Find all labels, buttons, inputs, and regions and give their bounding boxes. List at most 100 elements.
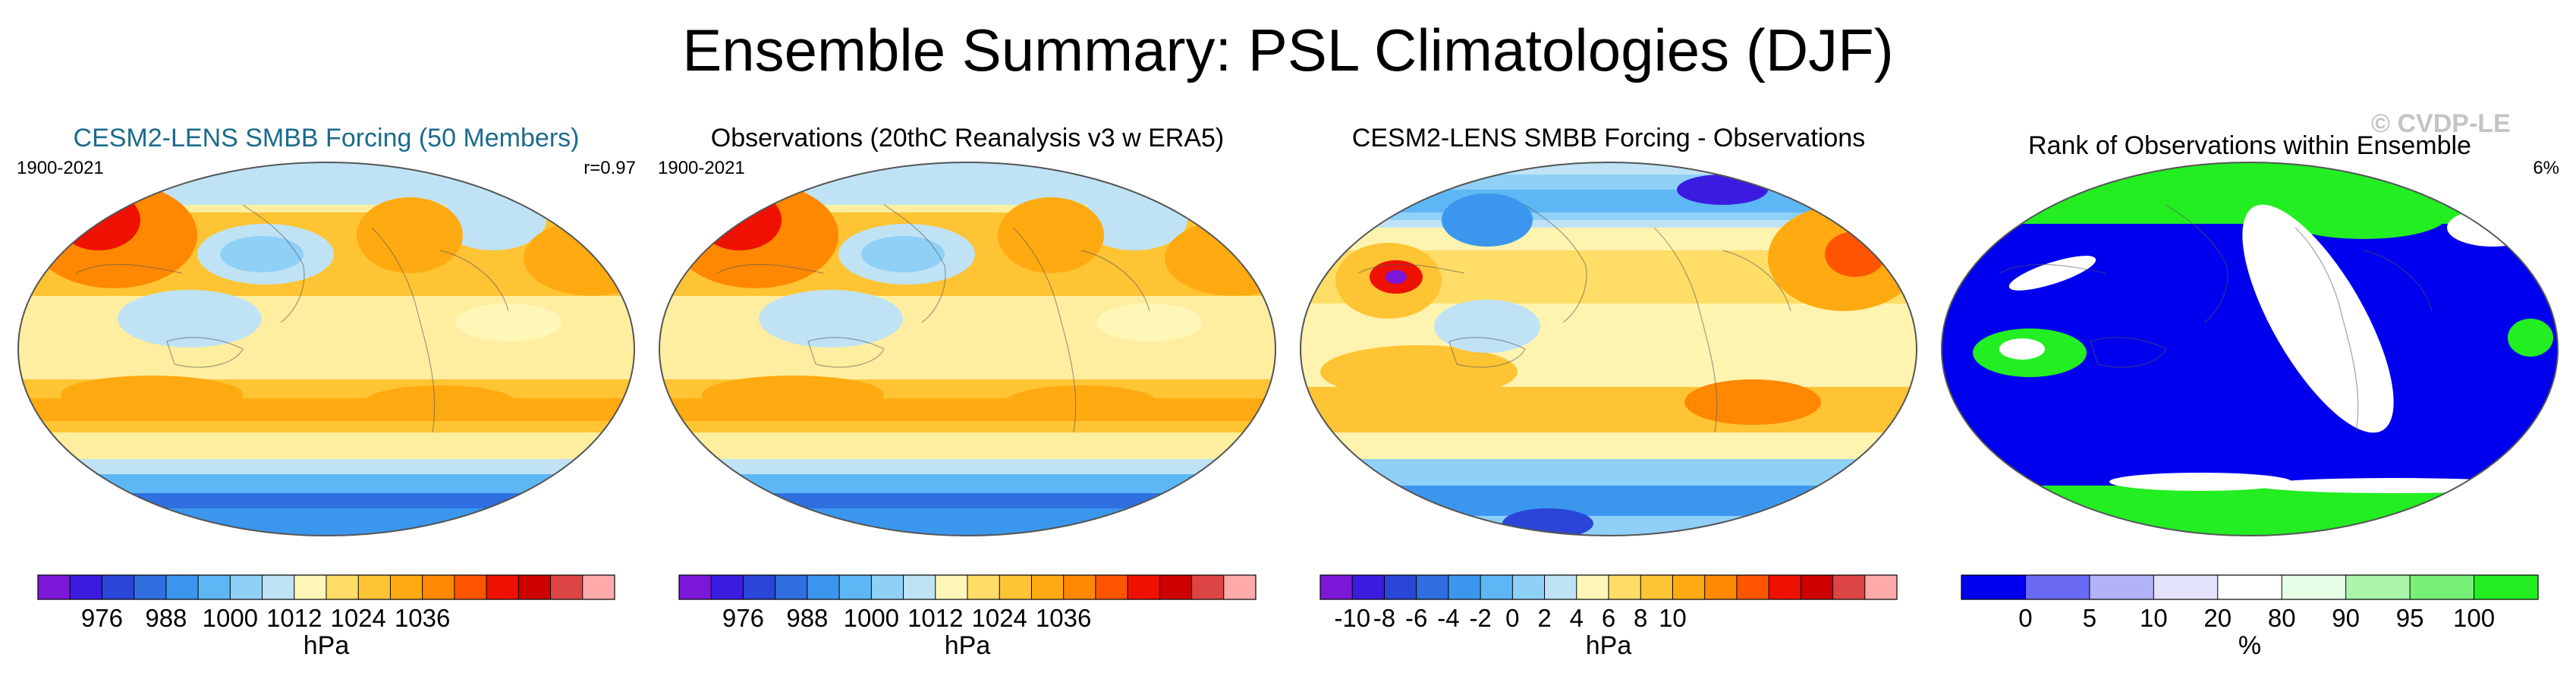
colorbar-swatch [679, 575, 712, 599]
colorbar-swatch [1769, 575, 1801, 599]
colorbar-swatch [839, 575, 872, 599]
colorbar-tick-label: 1036 [395, 604, 450, 632]
colorbar-swatch [230, 575, 263, 599]
colorbar-swatch [1609, 575, 1641, 599]
colorbar-swatch [38, 575, 71, 599]
colorbar-swatch [550, 575, 583, 599]
colorbar-cesm2: 976 988 1000 1012 1024 1036 hPa [37, 574, 615, 660]
colorbar-swatch [1961, 575, 2026, 599]
colorbar-swatch [871, 575, 904, 599]
colorbar-swatch [743, 575, 776, 599]
colorbar-tick-label: -4 [1437, 604, 1459, 632]
colorbar-swatch [967, 575, 1000, 599]
colorbar-tick-label: 976 [722, 604, 764, 632]
colorbar-swatch [1704, 575, 1738, 599]
colorbar-swatch [2217, 575, 2282, 599]
colorbar-swatch [1801, 575, 1834, 599]
colorbar-swatch [582, 575, 615, 599]
colorbar-swatch [1191, 575, 1225, 599]
colorbar-tick-label: 1036 [1036, 604, 1091, 632]
colorbar-tick-label: 1012 [907, 604, 963, 632]
colorbar-swatch [454, 575, 487, 599]
colorbar-tick-label: 988 [145, 604, 187, 632]
colorbar-tick-label: 10 [1659, 604, 1687, 632]
colorbar-tick-label: 4 [1570, 604, 1584, 632]
colorbar-swatch [486, 575, 519, 599]
colorbar-frame [1961, 574, 2539, 600]
colorbar-swatch [775, 575, 808, 599]
coastline [1999, 263, 2106, 274]
map-outline [1299, 162, 1918, 536]
coastline [2363, 250, 2433, 312]
colorbar-unit: % [2238, 631, 2261, 660]
map-observations [658, 162, 1277, 536]
coastline [371, 227, 436, 433]
colorbar-tick-label: 100 [2453, 604, 2495, 632]
colorbar-swatch [390, 575, 423, 599]
colorbar-swatch [1448, 575, 1481, 599]
colorbar-tick-label: -6 [1405, 604, 1427, 632]
colorbar-swatch [1384, 575, 1417, 599]
colorbar-swatch [422, 575, 455, 599]
map-difference [1299, 162, 1918, 536]
colorbar-swatch [2410, 575, 2475, 599]
colorbar-swatch [807, 575, 840, 599]
rank-percent-label: 6% [2533, 158, 2559, 178]
colorbar-swatch [165, 575, 199, 599]
coastline [807, 337, 885, 368]
panel-difference: CESM2-LENS SMBB Forcing - Observations -… [1297, 114, 1920, 668]
colorbar-swatch [1352, 575, 1385, 599]
map-outline [1940, 162, 2559, 536]
colorbar-swatch [1832, 575, 1866, 599]
coastline [2294, 227, 2359, 433]
colorbar-tick-label: 1000 [844, 604, 899, 632]
colorbar-swatch [1128, 575, 1160, 599]
coastline [1448, 337, 1526, 368]
coastline [439, 250, 509, 312]
coastline [2166, 204, 2228, 323]
panel-cesm2-climatology: CESM2-LENS SMBB Forcing (50 Members) 190… [15, 114, 637, 668]
coastline [883, 204, 946, 323]
correlation-label: r=0.97 [583, 158, 636, 178]
colorbar-swatch [1031, 575, 1065, 599]
panel-observations: Observations (20thC Reanalysis v3 w ERA5… [656, 114, 1279, 668]
colorbar-swatch [134, 575, 167, 599]
colorbar-swatch [1736, 575, 1769, 599]
colorbar-swatch [1576, 575, 1609, 599]
map-outline [17, 162, 636, 536]
panel-title: CESM2-LENS SMBB Forcing - Observations [1351, 124, 1866, 152]
colorbar-tick-label: 1000 [203, 604, 258, 632]
colorbar-swatch [518, 575, 552, 599]
colorbar-tick-label: 976 [81, 604, 123, 632]
colorbar-swatch [1320, 575, 1353, 599]
colorbar-swatch [1544, 575, 1577, 599]
colorbar-tick-label: 1012 [266, 604, 322, 632]
colorbar-swatch [2345, 575, 2411, 599]
colorbar-tick-label: 80 [2268, 604, 2296, 632]
map-rank [1940, 162, 2559, 536]
colorbar-unit: hPa [1586, 631, 1632, 660]
colorbar-tick-label: 1024 [972, 604, 1027, 632]
colorbar-swatch [1640, 575, 1673, 599]
coastline [75, 263, 183, 274]
coastline [2090, 337, 2167, 368]
colorbar-swatch [1063, 575, 1096, 599]
colorbar-tick-label: 6 [1602, 604, 1615, 632]
panel-title: Observations (20thC Reanalysis v3 w ERA5… [710, 124, 1225, 152]
colorbar-tick-label: -10 [1334, 604, 1370, 632]
colorbar-swatch [2025, 575, 2090, 599]
map-field [1301, 162, 1917, 536]
colorbar-swatch [1223, 575, 1257, 599]
colorbar-tick-label: 95 [2396, 604, 2424, 632]
coastline [166, 337, 244, 368]
colorbar-swatch [70, 575, 102, 599]
colorbar-tick-label: 8 [1634, 604, 1647, 632]
colorbar-difference: -10 -8 -6 -4 -2 0 2 4 6 8 10 hPa [1319, 574, 1898, 660]
colorbar-swatch [1864, 575, 1898, 599]
colorbar-swatch [2153, 575, 2219, 599]
colorbar-swatch [903, 575, 936, 599]
colorbar-tick-label: 5 [2083, 604, 2096, 632]
colorbar-swatch [1512, 575, 1546, 599]
colorbar-unit: hPa [304, 631, 350, 660]
colorbar-swatch [294, 575, 327, 599]
